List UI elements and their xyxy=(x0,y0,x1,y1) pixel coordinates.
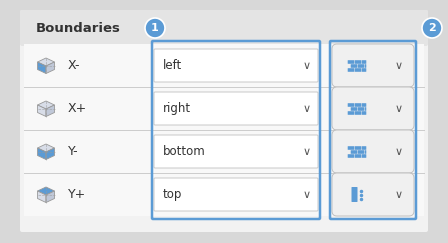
FancyBboxPatch shape xyxy=(362,60,366,64)
FancyBboxPatch shape xyxy=(348,111,354,115)
FancyBboxPatch shape xyxy=(24,130,424,173)
FancyBboxPatch shape xyxy=(355,154,361,158)
FancyBboxPatch shape xyxy=(355,60,361,64)
FancyBboxPatch shape xyxy=(362,103,366,107)
FancyBboxPatch shape xyxy=(362,111,366,115)
Text: top: top xyxy=(163,188,182,201)
FancyBboxPatch shape xyxy=(332,87,414,130)
Text: ∨: ∨ xyxy=(303,61,311,70)
Text: ∨: ∨ xyxy=(395,147,403,156)
FancyBboxPatch shape xyxy=(362,68,366,72)
FancyBboxPatch shape xyxy=(351,150,358,154)
Polygon shape xyxy=(46,105,55,116)
Polygon shape xyxy=(38,101,55,109)
Polygon shape xyxy=(38,58,55,66)
FancyBboxPatch shape xyxy=(154,178,318,211)
Polygon shape xyxy=(38,62,46,73)
Text: 2: 2 xyxy=(428,23,436,33)
Circle shape xyxy=(145,18,165,38)
FancyBboxPatch shape xyxy=(332,130,414,173)
Text: Y-: Y- xyxy=(68,145,79,158)
Polygon shape xyxy=(38,148,46,159)
Text: X+: X+ xyxy=(68,102,87,115)
FancyBboxPatch shape xyxy=(351,64,358,68)
Polygon shape xyxy=(46,62,55,73)
Text: right: right xyxy=(163,102,191,115)
FancyBboxPatch shape xyxy=(348,68,354,72)
FancyBboxPatch shape xyxy=(358,150,364,154)
FancyBboxPatch shape xyxy=(362,146,366,150)
FancyBboxPatch shape xyxy=(332,44,414,87)
FancyBboxPatch shape xyxy=(348,103,354,107)
FancyBboxPatch shape xyxy=(24,44,424,87)
FancyBboxPatch shape xyxy=(24,87,424,130)
Circle shape xyxy=(422,18,442,38)
FancyBboxPatch shape xyxy=(348,154,354,158)
FancyBboxPatch shape xyxy=(355,68,361,72)
FancyBboxPatch shape xyxy=(352,187,358,202)
Text: left: left xyxy=(163,59,182,72)
FancyBboxPatch shape xyxy=(24,173,424,216)
FancyBboxPatch shape xyxy=(358,107,364,111)
Polygon shape xyxy=(38,187,55,195)
Text: ∨: ∨ xyxy=(303,147,311,156)
Text: ∨: ∨ xyxy=(395,190,403,200)
FancyBboxPatch shape xyxy=(365,150,366,154)
Polygon shape xyxy=(46,148,55,159)
FancyBboxPatch shape xyxy=(358,64,364,68)
FancyBboxPatch shape xyxy=(351,107,358,111)
Text: bottom: bottom xyxy=(163,145,206,158)
Text: ∨: ∨ xyxy=(395,61,403,70)
Text: X-: X- xyxy=(68,59,81,72)
Text: ∨: ∨ xyxy=(303,104,311,113)
FancyBboxPatch shape xyxy=(348,60,354,64)
FancyBboxPatch shape xyxy=(365,64,366,68)
FancyBboxPatch shape xyxy=(332,173,414,216)
FancyBboxPatch shape xyxy=(154,135,318,168)
FancyBboxPatch shape xyxy=(355,103,361,107)
Text: ∨: ∨ xyxy=(395,104,403,113)
FancyBboxPatch shape xyxy=(348,146,354,150)
Polygon shape xyxy=(46,191,55,202)
Text: Y+: Y+ xyxy=(68,188,86,201)
FancyBboxPatch shape xyxy=(154,49,318,82)
FancyBboxPatch shape xyxy=(365,107,366,111)
FancyBboxPatch shape xyxy=(20,10,428,232)
Polygon shape xyxy=(38,191,46,202)
FancyBboxPatch shape xyxy=(154,92,318,125)
Text: ∨: ∨ xyxy=(303,190,311,200)
FancyBboxPatch shape xyxy=(362,154,366,158)
FancyBboxPatch shape xyxy=(355,146,361,150)
Text: Boundaries: Boundaries xyxy=(36,21,121,35)
Polygon shape xyxy=(38,144,55,152)
Polygon shape xyxy=(38,105,46,116)
Text: 1: 1 xyxy=(151,23,159,33)
FancyBboxPatch shape xyxy=(20,10,428,46)
FancyBboxPatch shape xyxy=(355,111,361,115)
